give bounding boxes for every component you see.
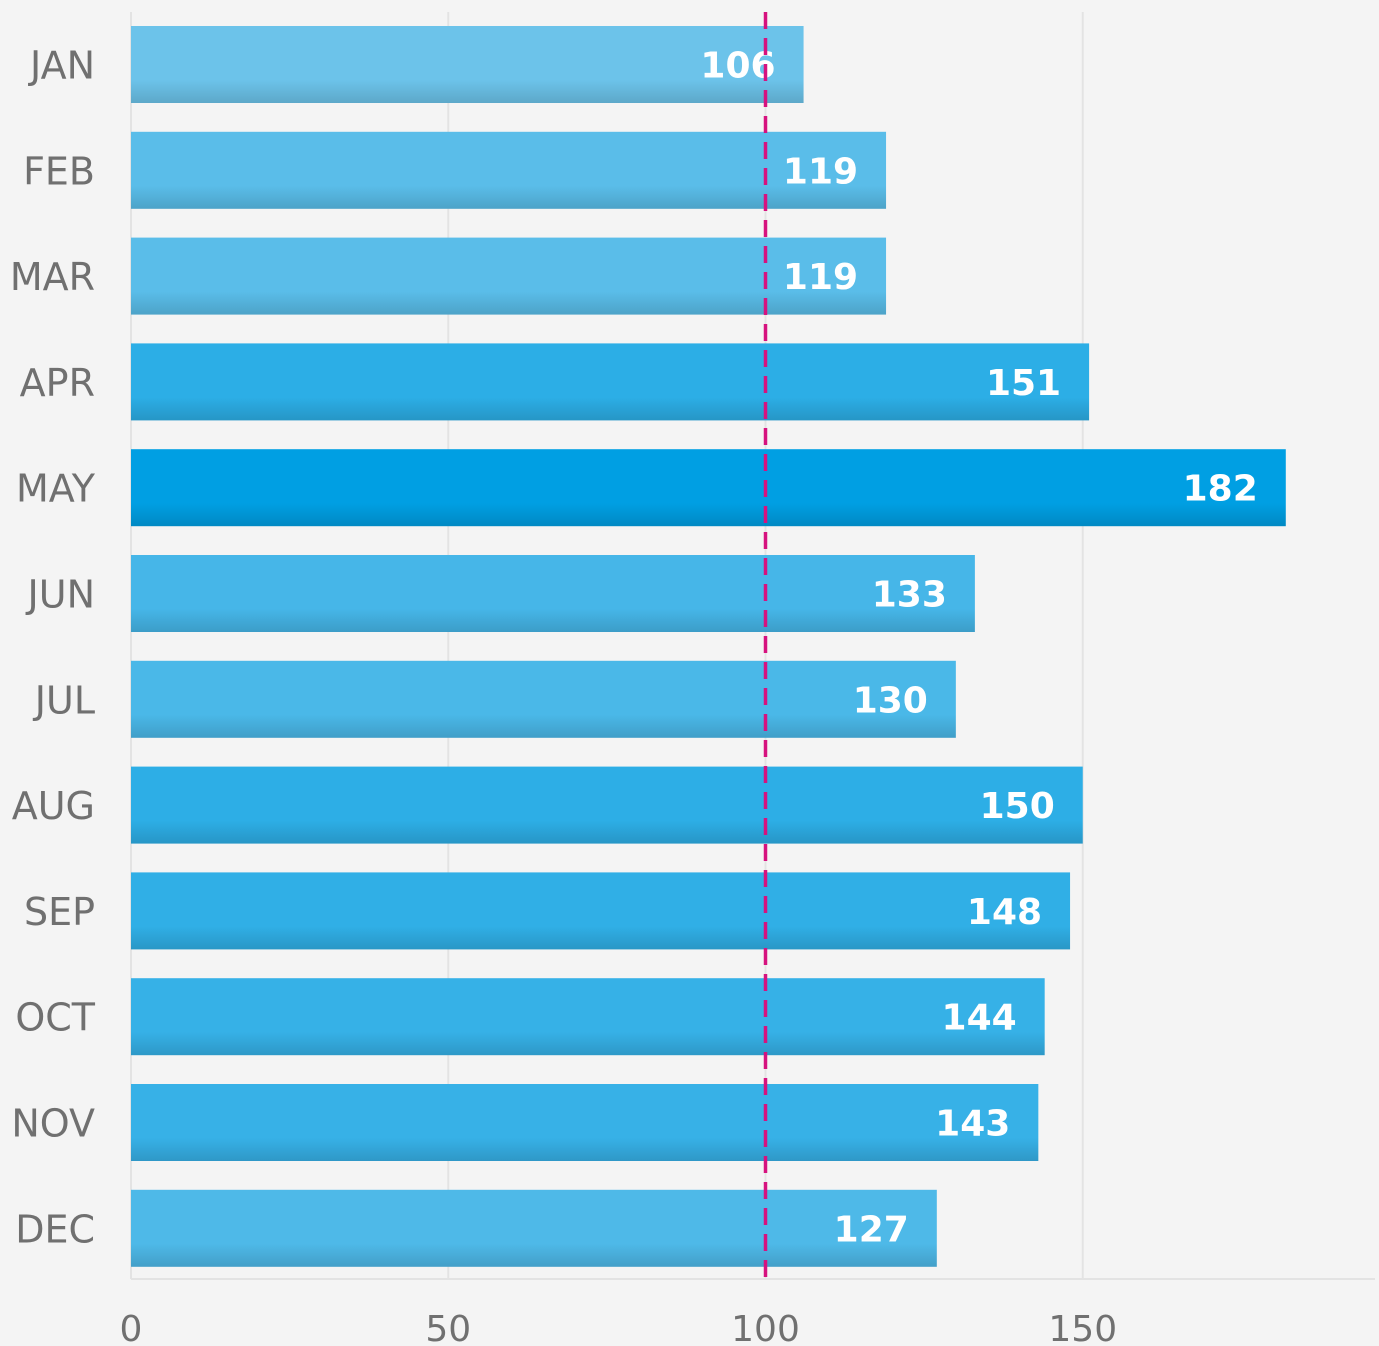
category-label-jul: JUL <box>33 678 95 722</box>
bar-sep <box>131 872 1071 950</box>
value-label-mar: 119 <box>783 257 858 298</box>
category-label-nov: NOV <box>11 1102 95 1146</box>
bar-apr <box>131 343 1090 421</box>
bar-mar <box>131 237 887 315</box>
bars: 106 119 119 151 182 133 130 150 148 144 143 127 <box>131 26 1286 1267</box>
value-label-nov: 143 <box>935 1104 1010 1145</box>
bar-jun <box>131 555 975 632</box>
value-label-oct: 144 <box>942 998 1017 1039</box>
category-label-apr: APR <box>20 361 95 405</box>
category-labels: JAN FEB MAR APR MAY JUN JUL AUG SEP OCT NOV DEC <box>10 44 96 1252</box>
bar-may <box>131 449 1286 527</box>
category-label-feb: FEB <box>23 149 95 193</box>
value-label-apr: 151 <box>986 363 1061 404</box>
bar-dec <box>131 1189 937 1267</box>
category-label-sep: SEP <box>24 890 95 934</box>
bar-aug <box>131 766 1083 844</box>
category-label-may: MAY <box>16 467 96 511</box>
value-label-feb: 119 <box>783 151 858 192</box>
bar-nov <box>131 1084 1039 1161</box>
category-label-mar: MAR <box>10 255 95 299</box>
value-label-jul: 130 <box>853 680 928 721</box>
value-label-dec: 127 <box>834 1209 909 1250</box>
bar-feb <box>131 131 887 209</box>
category-label-oct: OCT <box>15 996 95 1040</box>
x-tick-label-0: 0 <box>120 1309 143 1346</box>
value-label-jun: 133 <box>872 575 947 616</box>
x-tick-label-100: 100 <box>731 1309 800 1346</box>
category-label-jun: JUN <box>26 573 95 617</box>
value-label-sep: 148 <box>967 892 1042 933</box>
value-label-aug: 150 <box>980 786 1055 827</box>
category-label-jan: JAN <box>28 44 95 88</box>
x-tick-label-150: 150 <box>1048 1309 1117 1346</box>
bar-jul <box>131 660 956 738</box>
category-label-dec: DEC <box>15 1207 95 1251</box>
category-label-aug: AUG <box>12 784 95 828</box>
value-label-jan: 106 <box>700 46 775 87</box>
x-axis: 0 50 100 150 <box>120 1278 1375 1346</box>
x-tick-label-50: 50 <box>425 1309 471 1346</box>
bar-oct <box>131 978 1045 1056</box>
bar-jan <box>131 26 804 103</box>
value-label-may: 182 <box>1183 469 1258 510</box>
